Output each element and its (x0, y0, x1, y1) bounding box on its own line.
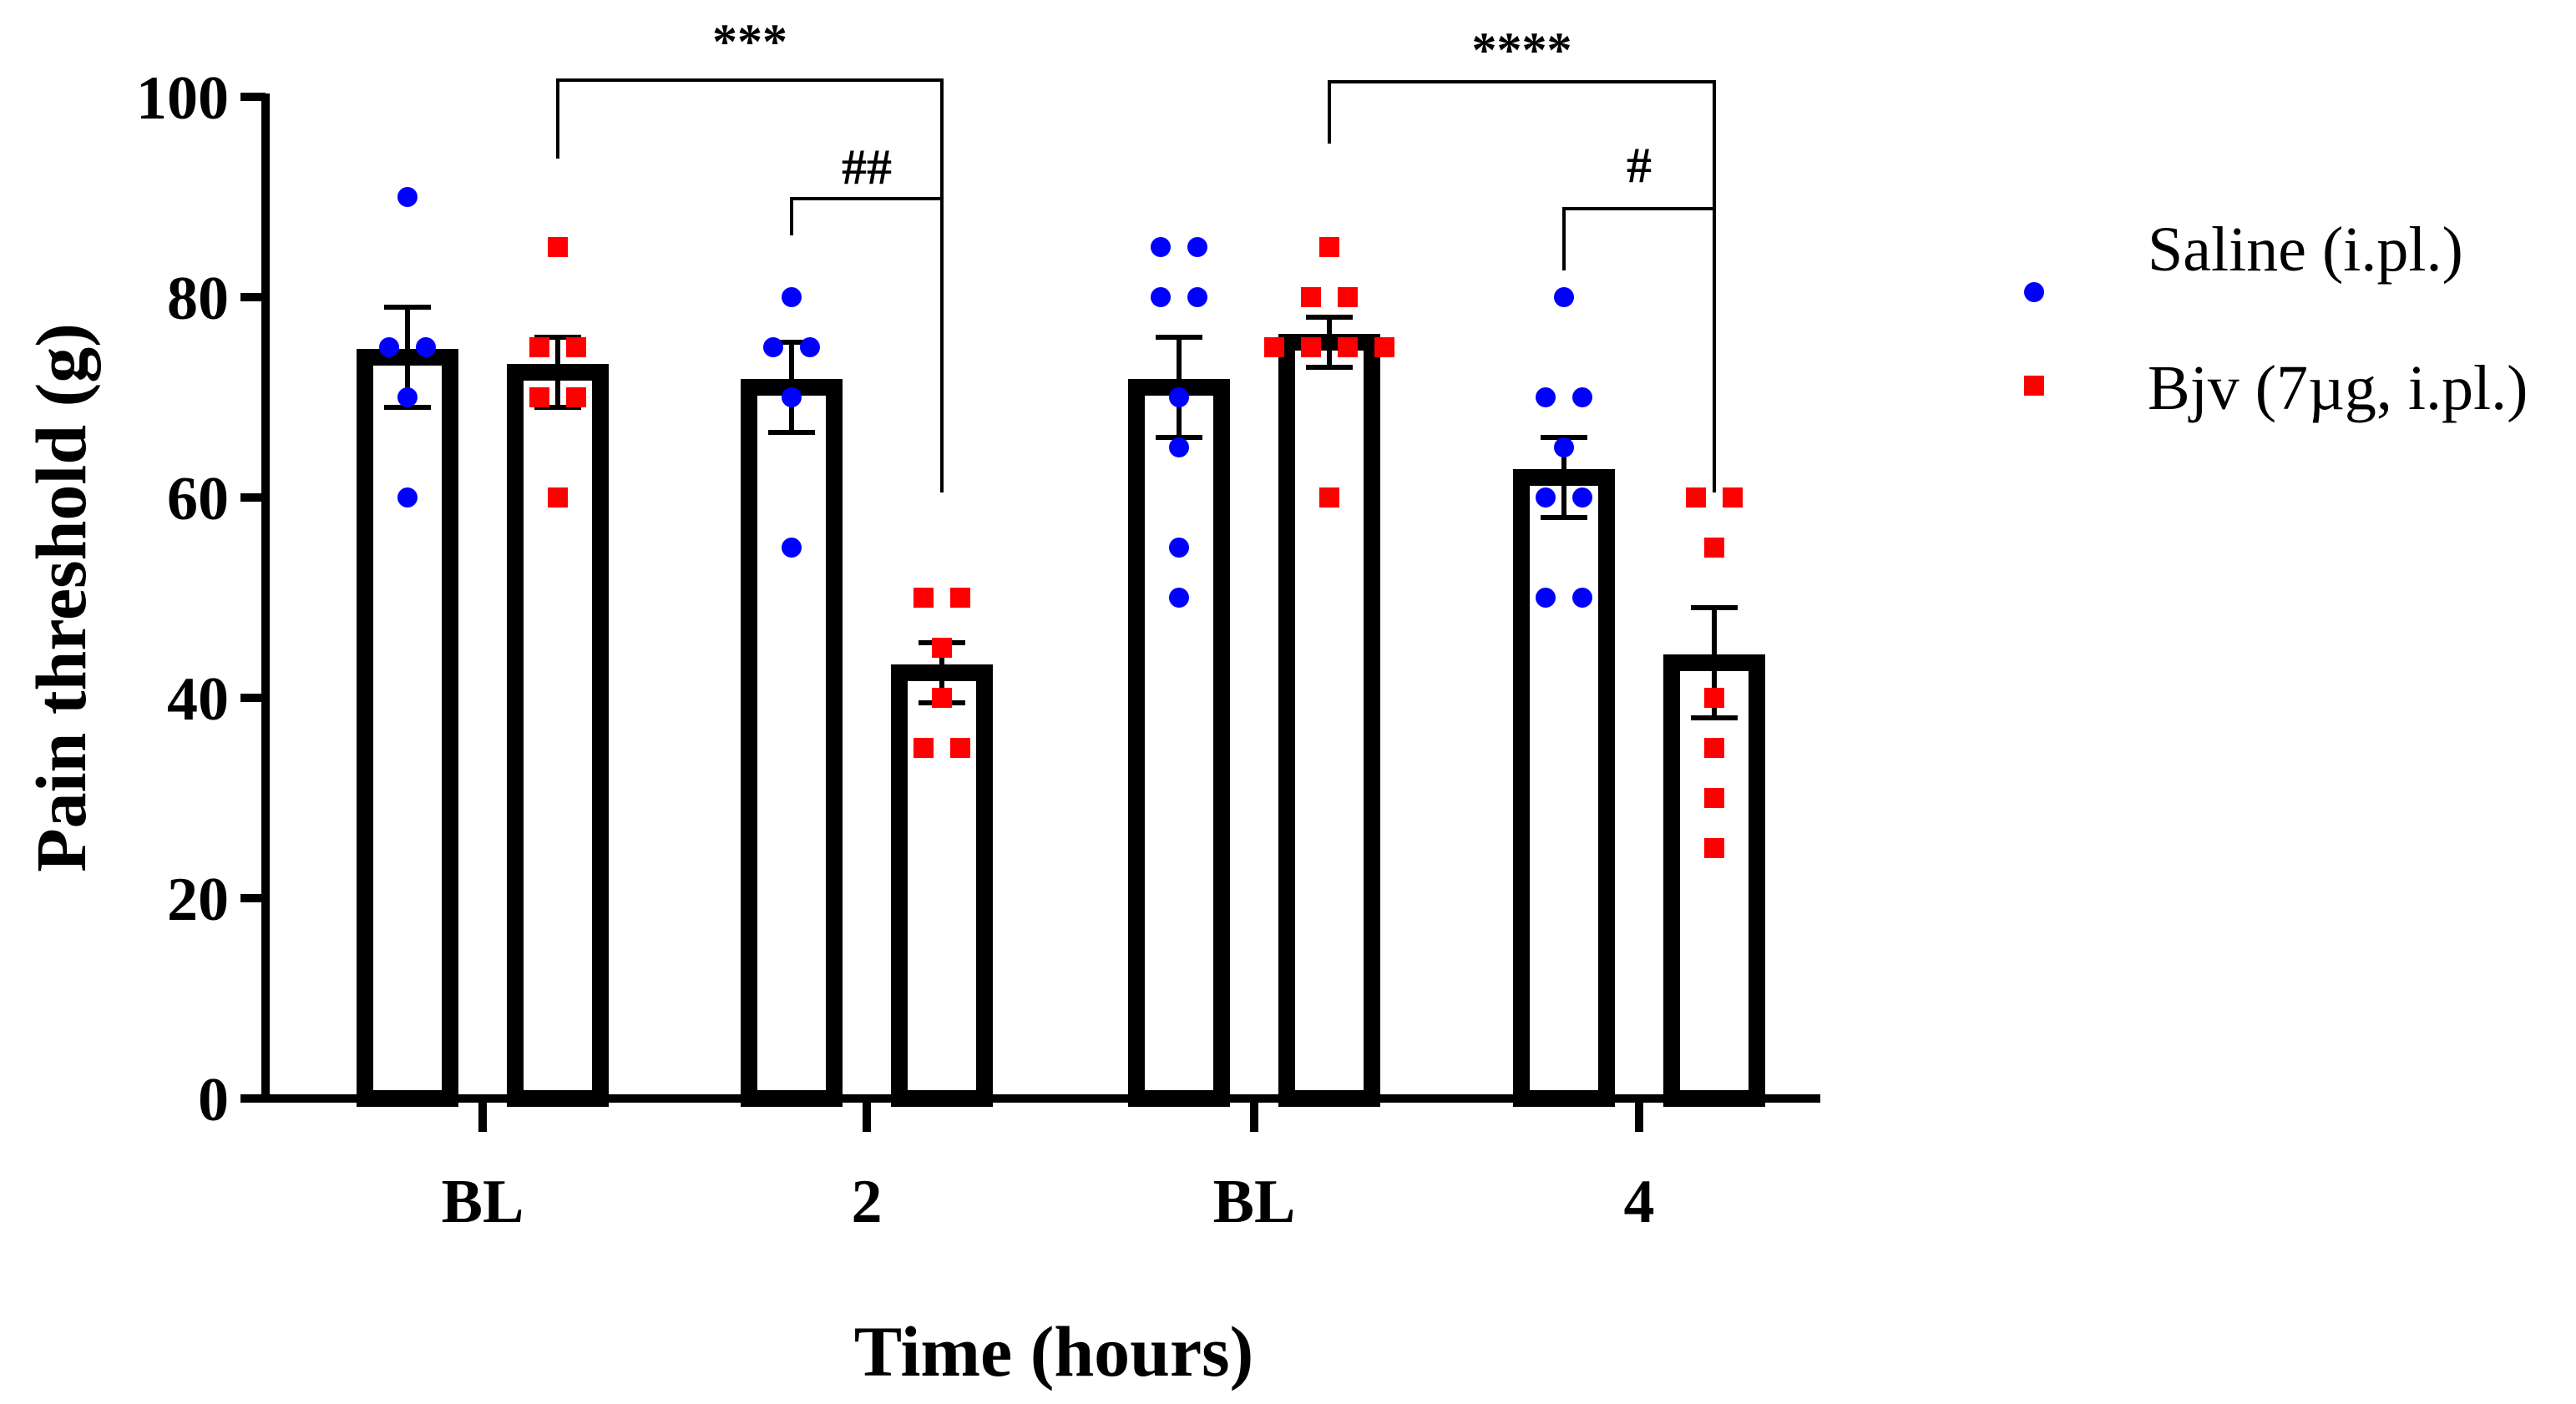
data-point-saline (1151, 237, 1171, 257)
data-point-bjv (932, 638, 952, 658)
data-point-saline (416, 337, 436, 357)
data-point-bjv (950, 588, 970, 608)
legend-label: Saline (i.pl.) (2148, 215, 2463, 285)
data-point-bjv (1319, 487, 1339, 508)
y-tick-label: 20 (167, 866, 229, 934)
data-point-saline (1554, 437, 1574, 457)
data-point-bjv (1338, 287, 1358, 307)
data-point-bjv (1264, 337, 1284, 357)
data-point-bjv (913, 588, 934, 608)
data-point-bjv (932, 688, 952, 708)
axes: 0 20 40 60 80 100 BL 2 BL 4 Time (hours) Pain thres… (21, 64, 1820, 1391)
data-point-saline (397, 187, 418, 207)
bar-bjv (1663, 654, 1765, 1107)
data-point-saline (782, 287, 802, 307)
significance-bracket (790, 197, 944, 492)
data-point-saline (1169, 588, 1189, 608)
data-point-saline (379, 337, 399, 357)
data-point-saline (800, 337, 820, 357)
data-point-saline (1169, 437, 1189, 457)
data-point-saline (763, 337, 783, 357)
y-tick-label: 0 (198, 1066, 229, 1134)
data-point-saline (1572, 387, 1592, 407)
data-point-bjv (548, 237, 568, 257)
significance-bracket (1328, 80, 1716, 442)
y-tick-label: 80 (167, 265, 229, 333)
bars (357, 305, 1765, 1107)
legend-marker-bjv (2024, 376, 2044, 396)
data-point-bjv (1704, 688, 1724, 708)
data-point-bjv (1704, 838, 1724, 858)
data-point-bjv (1704, 738, 1724, 758)
legend: Saline (i.pl.) Bjv (7µg, i.pl.) (2024, 215, 2528, 423)
bar-bjv (507, 364, 609, 1107)
data-point-bjv (566, 337, 586, 357)
x-tick-label: 4 (1624, 1168, 1655, 1236)
data-point-saline (397, 387, 418, 407)
data-point-bjv (913, 738, 934, 758)
data-point-saline (1536, 588, 1556, 608)
x-tick-label: BL (1213, 1168, 1296, 1236)
data-point-bjv (950, 738, 970, 758)
bar-saline (741, 379, 843, 1107)
data-point-bjv (1301, 337, 1321, 357)
legend-marker-saline (2024, 282, 2044, 302)
significance-label: ## (842, 139, 892, 194)
significance-annotations: *** ## **** # (556, 14, 1716, 492)
data-point-bjv (529, 387, 549, 407)
significance-label: *** (712, 14, 787, 69)
data-point-bjv (1704, 788, 1724, 808)
legend-label: Bjv (7µg, i.pl.) (2148, 353, 2528, 423)
data-point-bjv (529, 337, 549, 357)
data-point-saline (1151, 287, 1171, 307)
x-axis-title: Time (hours) (854, 1311, 1254, 1391)
data-point-saline (1536, 487, 1556, 508)
bar-saline (1128, 379, 1230, 1107)
data-point-bjv (566, 387, 586, 407)
x-tick-label: 2 (852, 1168, 883, 1236)
data-point-bjv (1319, 237, 1339, 257)
data-point-saline (1572, 487, 1592, 508)
bar-bjv (891, 664, 993, 1107)
data-point-bjv (1686, 487, 1706, 508)
data-points (379, 187, 1743, 858)
data-point-bjv (548, 487, 568, 508)
data-point-bjv (1374, 337, 1394, 357)
data-point-bjv (1301, 287, 1321, 307)
data-point-saline (1554, 287, 1574, 307)
data-point-saline (782, 538, 802, 558)
data-point-saline (1169, 387, 1189, 407)
data-point-bjv (1723, 487, 1743, 508)
data-point-saline (1187, 287, 1207, 307)
bar-saline (357, 349, 458, 1107)
y-axis-title: Pain threshold (g) (21, 323, 101, 872)
bar-bjv (1278, 334, 1380, 1107)
data-point-bjv (1704, 538, 1724, 558)
y-tick-label: 40 (167, 665, 229, 734)
y-tick-label: 60 (167, 465, 229, 533)
data-point-bjv (1338, 337, 1358, 357)
y-tick-label: 100 (136, 64, 229, 133)
data-point-saline (1187, 237, 1207, 257)
data-point-saline (1169, 538, 1189, 558)
data-point-saline (397, 487, 418, 508)
significance-label: # (1627, 138, 1652, 193)
data-point-saline (1536, 387, 1556, 407)
bar-saline (1513, 469, 1615, 1107)
significance-bracket (1562, 207, 1716, 492)
data-point-saline (1572, 588, 1592, 608)
data-point-saline (782, 387, 802, 407)
x-tick-label: BL (442, 1168, 524, 1236)
significance-label: **** (1472, 23, 1572, 78)
